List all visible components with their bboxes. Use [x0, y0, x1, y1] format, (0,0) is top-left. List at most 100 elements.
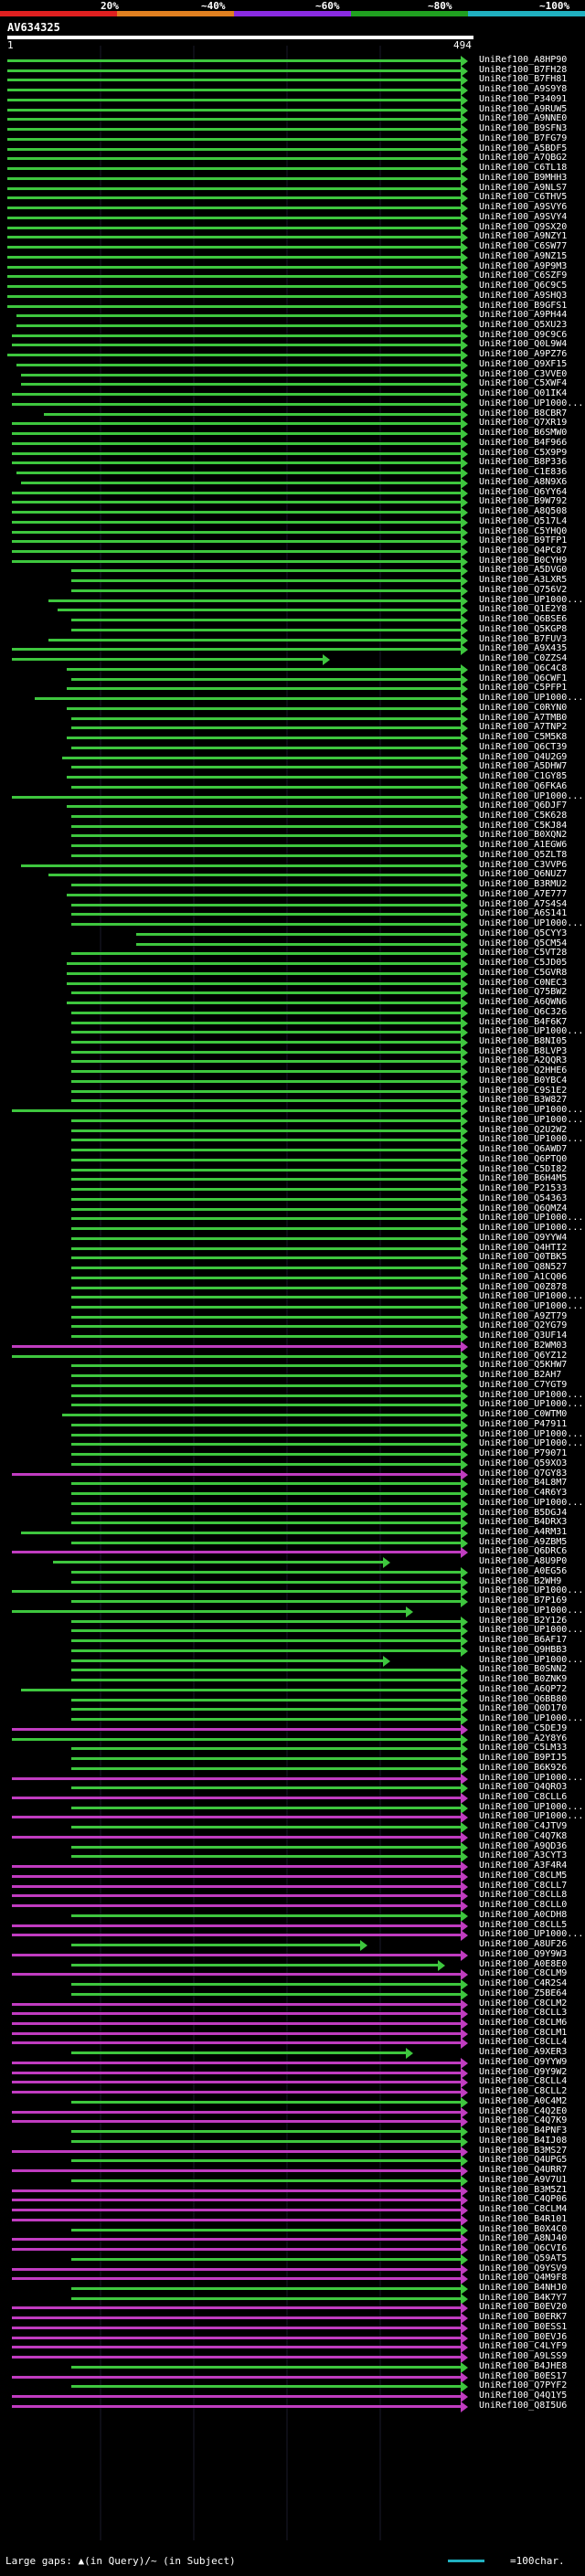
alignment-bar[interactable]	[12, 2306, 463, 2310]
hit-row[interactable]: UniRef100_C7YGT9	[0, 1380, 585, 1393]
hit-row[interactable]: UniRef100_UP1000...	[0, 1134, 585, 1147]
hit-label[interactable]: UniRef100_Q4HTI2	[479, 1242, 568, 1253]
alignment-bar[interactable]	[67, 706, 463, 710]
alignment-bar[interactable]	[7, 186, 463, 190]
alignment-bar[interactable]	[67, 1002, 463, 1005]
hit-row[interactable]: UniRef100_C5DI82	[0, 1164, 585, 1177]
alignment-bar[interactable]	[71, 1296, 463, 1299]
alignment-bar[interactable]	[12, 1551, 463, 1554]
alignment-bar[interactable]	[71, 726, 463, 730]
hit-label[interactable]: UniRef100_B0ZNK9	[479, 1674, 568, 1685]
hit-row[interactable]: UniRef100_Q9YYW4	[0, 1233, 585, 1246]
hit-label[interactable]: UniRef100_Q0D170	[479, 1703, 568, 1714]
alignment-bar[interactable]	[67, 971, 463, 975]
hit-label[interactable]: UniRef100_B6K926	[479, 1762, 568, 1773]
hit-label[interactable]: UniRef100_A9NZ15	[479, 250, 568, 261]
alignment-bar[interactable]	[12, 1796, 463, 1799]
alignment-bar[interactable]	[62, 756, 463, 759]
hit-label[interactable]: UniRef100_B4NHJ0	[479, 2282, 568, 2293]
hit-label[interactable]: UniRef100_B0ES17	[479, 2370, 568, 2381]
hit-label[interactable]: UniRef100_A9V7U1	[479, 2174, 568, 2185]
hit-label[interactable]: UniRef100_C5JD05	[479, 958, 568, 969]
hit-label[interactable]: UniRef100_A8UF26	[479, 1939, 568, 1950]
alignment-bar[interactable]	[12, 1472, 463, 1476]
hit-row[interactable]: UniRef100_B4DRX3	[0, 1517, 585, 1530]
hit-row[interactable]: UniRef100_C5PFP1	[0, 683, 585, 695]
alignment-bar[interactable]	[7, 236, 463, 239]
hit-row[interactable]: UniRef100_Q7GY83	[0, 1468, 585, 1481]
alignment-bar[interactable]	[71, 1286, 463, 1289]
hit-row[interactable]: UniRef100_C4JTV9	[0, 1821, 585, 1834]
hit-label[interactable]: UniRef100_Q6BB80	[479, 1693, 568, 1704]
hit-label[interactable]: UniRef100_A3LXR5	[479, 575, 568, 586]
hit-row[interactable]: UniRef100_UP1000...	[0, 1585, 585, 1598]
hit-row[interactable]: UniRef100_UP1000...	[0, 1115, 585, 1128]
alignment-bar[interactable]	[71, 1944, 362, 1947]
alignment-bar[interactable]	[71, 923, 463, 927]
hit-label[interactable]: UniRef100_UP1000...	[479, 1105, 584, 1116]
hit-row[interactable]: UniRef100_UP1000...	[0, 1773, 585, 1786]
alignment-bar[interactable]	[48, 599, 463, 602]
hit-label[interactable]: UniRef100_Q9C9C6	[479, 329, 568, 340]
hit-label[interactable]: UniRef100_B4JHE8	[479, 2360, 568, 2371]
alignment-bar[interactable]	[71, 1236, 463, 1240]
hit-row[interactable]: UniRef100_Q4Q1Y5	[0, 2390, 585, 2403]
hit-label[interactable]: UniRef100_B9MHH3	[479, 172, 568, 183]
hit-row[interactable]: UniRef100_UP1000...	[0, 1213, 585, 1225]
hit-label[interactable]: UniRef100_C8CLL8	[479, 1890, 568, 1901]
alignment-bar[interactable]	[12, 511, 463, 514]
alignment-bar[interactable]	[7, 59, 463, 62]
alignment-bar[interactable]	[12, 1737, 463, 1741]
hit-row[interactable]: UniRef100_Q9Y9W2	[0, 2067, 585, 2080]
alignment-bar[interactable]	[12, 2022, 463, 2025]
alignment-bar[interactable]	[12, 559, 463, 563]
alignment-bar[interactable]	[21, 864, 463, 867]
alignment-bar[interactable]	[71, 1031, 463, 1034]
alignment-bar[interactable]	[12, 2218, 463, 2221]
alignment-bar[interactable]	[71, 1580, 463, 1584]
hit-label[interactable]: UniRef100_A9RUW5	[479, 103, 568, 114]
alignment-bar[interactable]	[12, 2336, 463, 2339]
hit-label[interactable]: UniRef100_B9SFN3	[479, 123, 568, 134]
hit-label[interactable]: UniRef100_UP1000...	[479, 1929, 584, 1940]
hit-row[interactable]: UniRef100_B0EV20	[0, 2302, 585, 2315]
hit-row[interactable]: UniRef100_B0SNN2	[0, 1664, 585, 1677]
alignment-bar[interactable]	[71, 1041, 463, 1044]
hit-row[interactable]: UniRef100_UP1000...	[0, 1655, 585, 1668]
hit-label[interactable]: UniRef100_UP1000...	[479, 1026, 584, 1037]
hit-row[interactable]: UniRef100_UP1000...	[0, 1105, 585, 1118]
alignment-bar[interactable]	[71, 2365, 463, 2369]
hit-label[interactable]: UniRef100_C8CLL4	[479, 2037, 568, 2048]
alignment-bar[interactable]	[12, 2375, 463, 2379]
hit-label[interactable]: UniRef100_A3F4R4	[479, 1860, 568, 1871]
hit-label[interactable]: UniRef100_C8CLM2	[479, 1998, 568, 2009]
hit-label[interactable]: UniRef100_B3W827	[479, 1095, 568, 1106]
hit-row[interactable]: UniRef100_Q6DJF7	[0, 800, 585, 813]
hit-row[interactable]: UniRef100_Q6C4C8	[0, 663, 585, 676]
hit-row[interactable]: UniRef100_Z5BE64	[0, 1988, 585, 2001]
hit-row[interactable]: UniRef100_C5DEJ9	[0, 1723, 585, 1736]
hit-row[interactable]: UniRef100_UP1000...	[0, 1429, 585, 1442]
alignment-bar[interactable]	[7, 216, 463, 219]
hit-label[interactable]: UniRef100_Q59AT5	[479, 2253, 568, 2263]
hit-label[interactable]: UniRef100_C4Q7K9	[479, 2115, 568, 2126]
alignment-bar[interactable]	[71, 1453, 463, 1457]
alignment-bar[interactable]	[71, 844, 463, 848]
alignment-bar[interactable]	[71, 1511, 463, 1515]
alignment-bar[interactable]	[71, 1423, 463, 1426]
hit-label[interactable]: UniRef100_C8CLM9	[479, 1968, 568, 1979]
hit-label[interactable]: UniRef100_Q6BSE6	[479, 614, 568, 625]
alignment-bar[interactable]	[71, 1325, 463, 1329]
hit-label[interactable]: UniRef100_A0EG56	[479, 1565, 568, 1576]
hit-row[interactable]: UniRef100_Q4QRO3	[0, 1782, 585, 1795]
alignment-bar[interactable]	[71, 1541, 463, 1544]
hit-row[interactable]: UniRef100_C4R6Y3	[0, 1488, 585, 1500]
hit-row[interactable]: UniRef100_A6S141	[0, 908, 585, 921]
alignment-bar[interactable]	[12, 2120, 463, 2124]
alignment-bar[interactable]	[71, 1845, 463, 1849]
hit-row[interactable]: UniRef100_Q8N527	[0, 1262, 585, 1275]
hit-label[interactable]: UniRef100_C4Q2E0	[479, 2105, 568, 2116]
hit-row[interactable]: UniRef100_Q6BB80	[0, 1694, 585, 1707]
alignment-bar[interactable]	[12, 2061, 463, 2064]
alignment-bar[interactable]	[67, 962, 463, 966]
